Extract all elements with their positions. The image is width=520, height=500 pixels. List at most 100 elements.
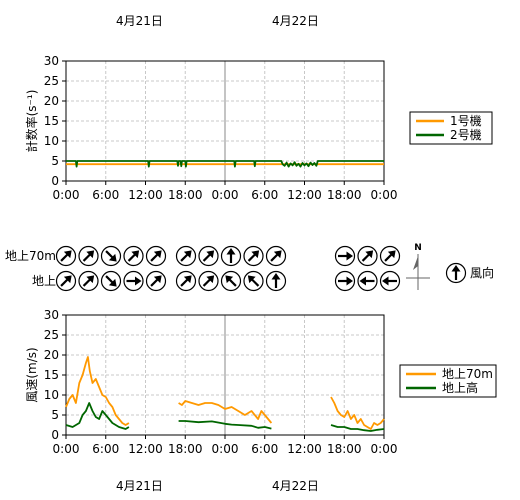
arrow-head bbox=[63, 250, 72, 259]
arrow-head bbox=[359, 276, 366, 286]
wind-arrow-icon bbox=[357, 245, 378, 267]
wind-speed-xtick-label: 0:00 bbox=[212, 442, 239, 456]
arrow-shaft bbox=[82, 253, 92, 262]
wind-speed-legend: 地上70m 地上高 bbox=[399, 364, 497, 398]
wind-arrow-icon bbox=[123, 245, 144, 267]
arrow-row-label-lower: 地上 bbox=[32, 274, 56, 288]
legend-label-70m: 地上70m bbox=[442, 367, 493, 381]
wind-arrow-icon bbox=[265, 245, 287, 267]
wind-arrow-icon bbox=[100, 245, 122, 267]
wind-arrow-icon bbox=[265, 270, 287, 292]
wind-direction-legend: 風向 bbox=[445, 262, 494, 284]
arrow-shaft bbox=[150, 278, 159, 287]
bottom-date-right: 4月22日 bbox=[272, 479, 319, 493]
arrow-head bbox=[346, 276, 353, 286]
legend-label-unit2: 2号機 bbox=[450, 127, 482, 142]
arrow-glyph bbox=[382, 276, 397, 286]
count-rate-ytick-label: 30 bbox=[44, 54, 59, 68]
legend-arrow-icon bbox=[445, 262, 467, 284]
arrow-shaft bbox=[202, 278, 212, 287]
wind-speed-series-2-line bbox=[65, 402, 130, 430]
count-rate-ytick-label: 20 bbox=[44, 94, 59, 108]
arrow-glyph bbox=[126, 276, 142, 286]
arrow-glyph bbox=[451, 265, 461, 280]
arrow-glyph bbox=[60, 275, 72, 287]
arrow-shaft bbox=[202, 253, 212, 262]
arrow-head bbox=[365, 250, 374, 259]
arrow-head bbox=[225, 275, 234, 284]
bottom-date-left: 4月21日 bbox=[116, 479, 163, 493]
wind-speed-xtick-label: 6:00 bbox=[92, 442, 119, 456]
wind-arrow-icon bbox=[78, 270, 99, 292]
wind-arrow-icon bbox=[334, 270, 356, 292]
wind-speed-ylabel: 風速(m/s) bbox=[25, 347, 39, 402]
wind-arrow-icon bbox=[220, 245, 242, 267]
arrow-shaft bbox=[228, 278, 237, 287]
legend-wind-arrow-icon bbox=[445, 262, 467, 284]
arrow-glyph bbox=[271, 273, 281, 288]
arrow-glyph bbox=[105, 250, 117, 262]
arrow-shaft bbox=[60, 278, 69, 287]
arrow-head bbox=[108, 278, 117, 287]
arrow-head bbox=[451, 265, 461, 272]
wind-speed-series-1-line bbox=[65, 356, 130, 426]
count-rate-ytick-label: 15 bbox=[44, 114, 59, 128]
count-rate-ytick-label: 5 bbox=[51, 154, 59, 168]
arrow-head bbox=[226, 248, 236, 255]
wind-direction-legend-label: 風向 bbox=[470, 265, 494, 280]
arrow-glyph bbox=[202, 250, 215, 262]
wind-speed-xtick-label: 12:00 bbox=[287, 442, 322, 456]
wind-arrow-icon bbox=[220, 270, 242, 292]
arrow-glyph bbox=[180, 250, 192, 262]
wind-arrow-icon bbox=[357, 270, 378, 292]
arrow-glyph bbox=[225, 275, 237, 287]
wind-arrow-icon bbox=[175, 245, 197, 267]
wind-arrow-icon bbox=[145, 245, 167, 267]
wind-speed-xtick-label: 12:00 bbox=[128, 442, 163, 456]
wind-arrow-icon bbox=[100, 270, 122, 292]
wind-arrow-icon bbox=[78, 245, 99, 267]
arrow-head bbox=[183, 275, 192, 284]
wind-arrow-icon bbox=[379, 245, 401, 267]
arrow-shaft bbox=[180, 278, 189, 287]
arrow-shaft bbox=[384, 253, 393, 262]
count-rate-xtick-label: 12:00 bbox=[128, 188, 163, 202]
wind-speed-ytick-label: 10 bbox=[44, 388, 59, 402]
arrow-head bbox=[153, 275, 162, 284]
wind-speed-ytick-label: 0 bbox=[51, 428, 59, 442]
arrow-shaft bbox=[247, 253, 257, 262]
wind-speed-ytick-label: 5 bbox=[51, 408, 59, 422]
arrow-shaft bbox=[105, 275, 114, 284]
arrow-shaft bbox=[127, 253, 137, 262]
arrow-glyph bbox=[202, 275, 215, 287]
arrow-row-label-upper: 地上70m bbox=[5, 249, 56, 263]
wind-arrow-icon bbox=[175, 270, 197, 292]
arrow-head bbox=[86, 250, 95, 259]
wind-speed-series-2-line bbox=[178, 420, 272, 430]
count-rate-ytick-label: 10 bbox=[44, 134, 59, 148]
arrow-glyph bbox=[338, 251, 353, 261]
wind-arrow-icon bbox=[334, 245, 356, 267]
count-rate-legend: 1号機 2号機 bbox=[409, 111, 493, 145]
arrow-head bbox=[271, 273, 281, 280]
wind-arrow-icon bbox=[198, 245, 219, 267]
arrow-glyph bbox=[60, 250, 72, 262]
wind-arrow-icon bbox=[379, 270, 401, 292]
count-rate-xtick-label: 6:00 bbox=[251, 188, 278, 202]
arrow-head bbox=[131, 250, 140, 259]
arrow-head bbox=[251, 250, 260, 259]
arrow-glyph bbox=[384, 250, 396, 262]
wind-speed-series-2-line bbox=[330, 424, 385, 432]
arrow-glyph bbox=[82, 250, 95, 262]
wind-arrow-icon bbox=[123, 270, 144, 292]
arrow-head bbox=[387, 250, 396, 259]
arrow-shaft bbox=[250, 278, 260, 287]
wind-speed-xtick-label: 18:00 bbox=[168, 442, 203, 456]
arrow-shaft bbox=[60, 253, 69, 262]
arrow-glyph bbox=[150, 250, 162, 262]
arrow-head bbox=[63, 275, 72, 284]
count-rate-xtick-label: 18:00 bbox=[168, 188, 203, 202]
wind-direction-arrows bbox=[55, 245, 401, 292]
wind-arrow-icon bbox=[243, 270, 264, 292]
arrow-head bbox=[135, 276, 142, 286]
